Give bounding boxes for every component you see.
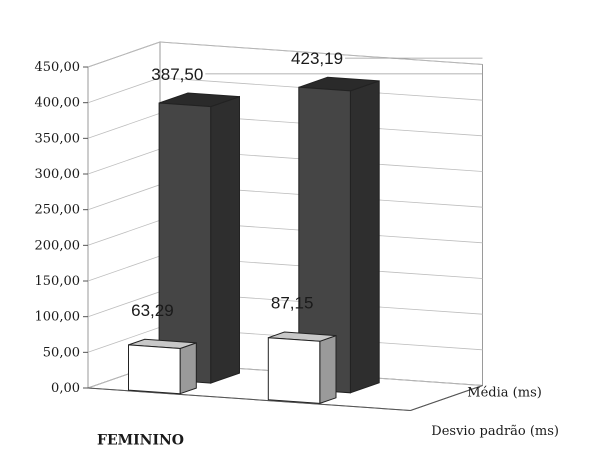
bar-desvio-masculino bbox=[267, 331, 337, 405]
y-tick-label: 250,00 bbox=[35, 203, 81, 218]
value-label: 387,50 bbox=[151, 65, 203, 84]
y-tick-label: 350,00 bbox=[35, 131, 81, 146]
y-tick-label: 400,00 bbox=[35, 96, 81, 111]
value-labels: 387,50 423,19 63,29 87,15 bbox=[131, 49, 483, 320]
bar-side bbox=[349, 80, 380, 394]
value-label: 87,15 bbox=[271, 294, 314, 313]
bar-side bbox=[319, 334, 337, 405]
y-tick-label: 150,00 bbox=[35, 274, 81, 289]
depth-axis-line bbox=[410, 385, 483, 411]
bar-media-masculino bbox=[298, 76, 380, 394]
series-label: Média (ms) bbox=[467, 385, 542, 400]
bar-side bbox=[210, 95, 240, 384]
y-tick-label: 200,00 bbox=[35, 238, 81, 253]
y-tick-label: 0,00 bbox=[51, 381, 80, 396]
y-tick-label: 50,00 bbox=[43, 345, 80, 360]
category-label: FEMININO bbox=[97, 433, 184, 449]
y-tick-label: 100,00 bbox=[35, 310, 81, 325]
value-label: 423,19 bbox=[291, 49, 343, 68]
bar-desvio-feminino bbox=[128, 338, 197, 395]
gridline bbox=[87, 41, 483, 68]
bar-side bbox=[179, 342, 197, 395]
x-axis-line bbox=[87, 387, 411, 411]
y-axis-ticks: 0,00 50,00 100,00 150,00 200,00 250,00 300,00 3… bbox=[35, 60, 88, 396]
side-wall bbox=[87, 41, 161, 389]
bar-media-feminino bbox=[158, 92, 240, 384]
series-label: Desvio padrão (ms) bbox=[431, 424, 559, 439]
bar-front bbox=[128, 344, 181, 395]
bar-front bbox=[267, 337, 321, 404]
bars bbox=[128, 76, 380, 405]
axis-labels: FEMININOMASCULINOMédia (ms)Desvio padrão… bbox=[97, 385, 559, 449]
y-tick-label: 300,00 bbox=[35, 167, 81, 182]
y-tick-label: 450,00 bbox=[35, 60, 81, 75]
value-label: 63,29 bbox=[131, 301, 174, 320]
